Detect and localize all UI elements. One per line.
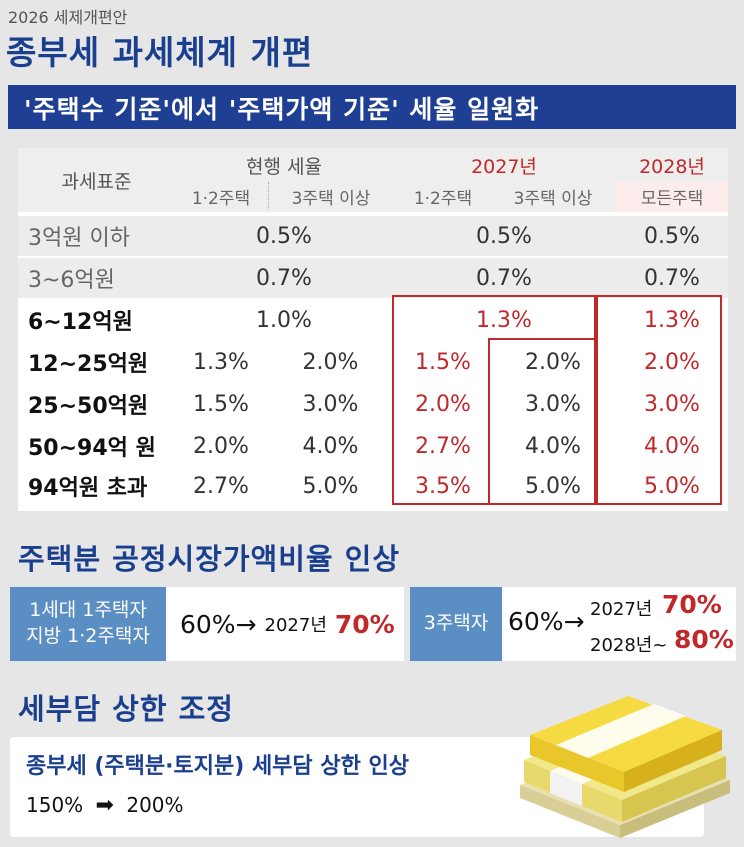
row-bracket: 3억원 이하 [28, 226, 130, 251]
row-2028-rate: 0.7% [644, 265, 700, 291]
row-current-rate-2: 5.0% [302, 473, 359, 499]
row-2027-rate-2: 4.0% [525, 433, 581, 459]
row-current-rate-1: 2.0% [193, 433, 249, 459]
page-title: 종부세 과세체계 개편 [6, 33, 314, 72]
row-2027-rate-2: 2.0% [525, 349, 581, 375]
group2-to1: 70% [662, 590, 722, 619]
group1-values: 60%→ 2027년 70% [166, 587, 404, 661]
header-2027-sub1: 1·2주택 [413, 188, 473, 209]
row-bracket: 25~50억원 [28, 394, 149, 419]
group1-year: 2027년 [264, 615, 327, 636]
row-current-rate-1: 2.7% [193, 473, 249, 499]
group2-to2: 80% [674, 625, 734, 654]
highlight-2027-box [392, 295, 596, 505]
table-row-bg [18, 216, 728, 256]
row-current-rate: 0.5% [256, 223, 312, 249]
subtitle-text: '주택수 기준'에서 '주택가액 기준' 세율 일원화 [24, 95, 540, 124]
header-current-sub1: 1·2주택 [191, 188, 251, 209]
row-2028-rate: 5.0% [644, 473, 700, 499]
row-2028-rate: 1.3% [644, 307, 700, 333]
tax-cap-to: 200% [126, 793, 184, 817]
row-2028-rate: 4.0% [644, 433, 700, 459]
row-2028-rate: 0.5% [644, 223, 700, 249]
row-bracket: 50~94억 원 [28, 436, 156, 461]
row-2027-rate-1: 1.5% [415, 349, 471, 375]
tax-cap-desc: 종부세 (주택분·토지분) 세부담 상한 인상 [26, 754, 409, 779]
row-2027-rate-2: 3.0% [525, 391, 581, 417]
row-current-rate-2: 2.0% [302, 349, 359, 375]
highlight-2027-inner-box [488, 338, 596, 505]
group1-label-line2: 지방 1·2주택자 [26, 625, 150, 647]
row-current-rate-1: 1.3% [193, 349, 249, 375]
row-2027-rate-1: 3.5% [415, 473, 471, 499]
row-2028-rate: 2.0% [644, 349, 700, 375]
top-label: 2026 세제개편안 [8, 8, 128, 27]
money-stack-top [530, 696, 722, 792]
row-current-rate-2: 3.0% [302, 391, 359, 417]
row-2027-rate-2: 5.0% [525, 473, 581, 499]
section-title-tax-cap: 세부담 상한 조정 [18, 692, 234, 726]
header-tax-base: 과세표준 [61, 170, 132, 193]
group1-label: 1세대 1주택자 지방 1·2주택자 [10, 587, 166, 661]
row-bracket: 3~6억원 [28, 268, 115, 293]
group1-from: 60%→ [180, 609, 257, 639]
group1-label-line1: 1세대 1주택자 [29, 599, 147, 622]
row-current-rate: 0.7% [256, 265, 312, 291]
group2-label: 3주택자 [410, 587, 502, 661]
header-2028-sub-bg [616, 182, 728, 212]
header-current-sub2: 3주택 이상 [268, 182, 393, 210]
row-current-rate-1: 1.5% [193, 391, 249, 417]
header-2028-sub: 모든주택 [640, 188, 704, 209]
header-2027-sub2: 3주택 이상 [513, 188, 593, 209]
row-bracket: 94억원 초과 [28, 476, 148, 501]
tax-cap-change: 150% ➡ 200% [26, 793, 184, 818]
arrow-right-icon: ➡ [95, 793, 114, 818]
group1-to: 70% [334, 609, 395, 639]
highlight-2028-box [596, 295, 722, 505]
group2-year2: 2028년~ [590, 635, 668, 656]
row-2027-rate-1: 2.0% [415, 391, 471, 417]
section-title-market-ratio: 주택분 공정시장가액비율 인상 [18, 542, 401, 576]
group2-year1: 2027년 [590, 599, 653, 620]
group2-label-text: 3주택자 [423, 612, 489, 635]
group2-from: 60%→ [508, 607, 585, 636]
row-2027-rate: 0.5% [476, 223, 532, 249]
row-2027-rate: 0.7% [476, 265, 532, 291]
subtitle-bar: '주택수 기준'에서 '주택가액 기준' 세율 일원화 [8, 85, 736, 129]
row-2027-rate: 1.3% [476, 307, 532, 333]
row-bracket: 12~25억원 [28, 352, 149, 377]
group2-values: 60%→ 2027년 70% 2028년~ 80% [502, 587, 736, 661]
tax-cap-from: 150% [26, 793, 84, 817]
row-bracket: 6~12억원 [28, 310, 133, 335]
table-header-bg [18, 148, 728, 212]
row-2027-rate-1: 2.7% [415, 433, 471, 459]
row-current-rate-2: 4.0% [302, 433, 359, 459]
row-current-rate: 1.0% [256, 307, 312, 333]
header-2028: 2028년 [639, 155, 705, 178]
header-2027: 2027년 [471, 155, 537, 178]
table-row-bg [18, 258, 728, 298]
row-2028-rate: 3.0% [644, 391, 700, 417]
header-current: 현행 세율 [246, 155, 322, 178]
tax-rate-table: 과세표준 현행 세율 1·2주택 3주택 이상 2027년 1·2주택 3주택 … [18, 148, 728, 511]
money-stack-icon [520, 696, 730, 838]
